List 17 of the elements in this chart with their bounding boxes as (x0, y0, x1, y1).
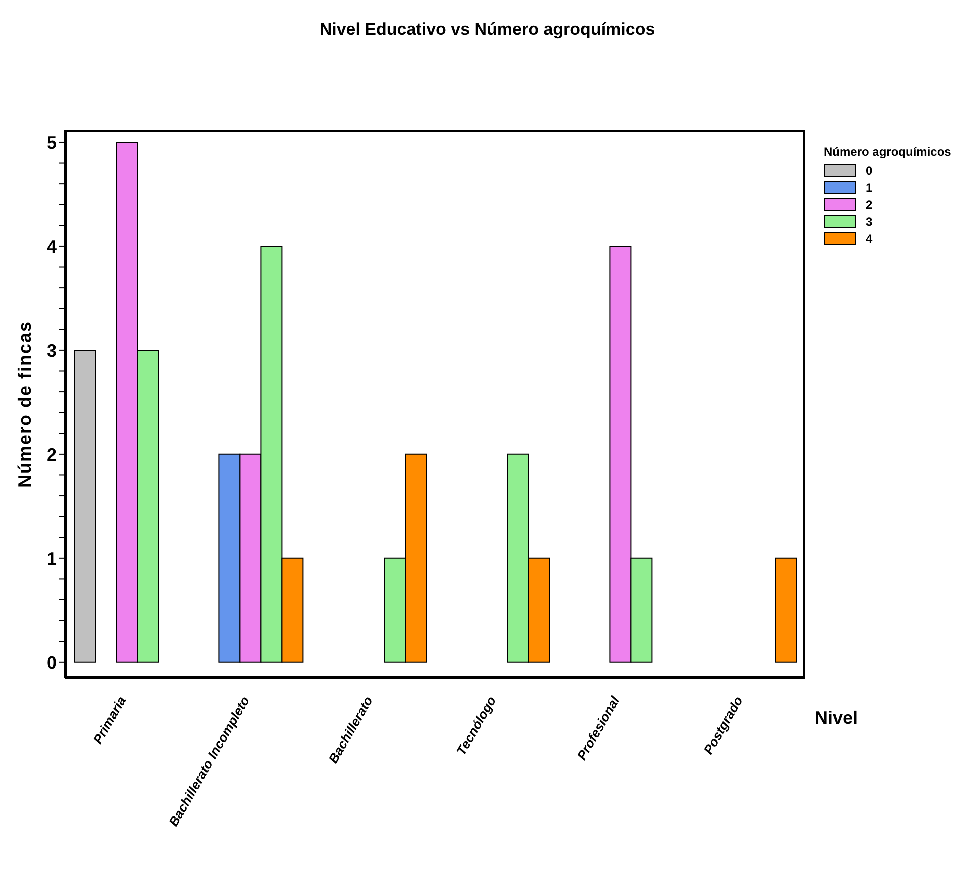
legend-label: 1 (866, 180, 873, 194)
bar (775, 558, 798, 663)
y-tick-label: 1 (46, 548, 57, 569)
y-tick-label: 5 (46, 132, 57, 153)
y-axis-title: Número de fincas (16, 320, 36, 488)
y-tick-label: 0 (46, 652, 57, 673)
y-tick-label: 3 (46, 340, 57, 361)
chart-title: Nivel Educativo vs Número agroquímicos (318, 20, 656, 40)
x-axis-title: Nivel (815, 708, 858, 729)
y-tick-label: 2 (46, 444, 57, 465)
legend-label: 3 (866, 214, 873, 228)
y-tick-label: 4 (46, 236, 57, 257)
legend-label: 2 (866, 198, 873, 212)
legend-label: 4 (866, 232, 873, 246)
bar (74, 350, 96, 663)
legend-label: 0 (866, 164, 873, 178)
legend-title: Número agroquímicos (824, 145, 952, 159)
